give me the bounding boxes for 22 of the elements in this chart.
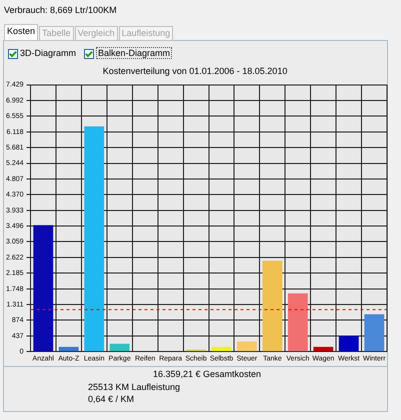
- text: Verbrauch: 8,669 Ltr/100KM: [4, 5, 117, 15]
- text: 16.359,21 € Gesamtkosten: [152, 369, 262, 379]
- bar: [84, 126, 104, 352]
- text: Vergleich: [74, 26, 118, 41]
- text: Tabelle: [39, 26, 74, 41]
- text: 3D-Diagramm: [20, 48, 76, 58]
- chart-title: Kostenverteilung von 01.01.2006 - 18.05.2010: [102, 66, 288, 76]
- bar: [237, 342, 257, 352]
- bar: [313, 346, 334, 352]
- bar: [338, 336, 359, 352]
- text: 25513 KM Laufleistung: [88, 382, 180, 392]
- text: Laufleistung: [118, 26, 174, 41]
- bar: [288, 293, 308, 352]
- text: Kosten: [4, 24, 38, 41]
- bar: [212, 346, 232, 352]
- bar: [364, 314, 384, 352]
- bar: [262, 260, 282, 352]
- text: 0,64 € / KM: [88, 394, 134, 404]
- bar: [58, 346, 79, 352]
- bar: [110, 344, 130, 352]
- text: Balken-Diagramm: [96, 47, 172, 59]
- bar: [33, 225, 54, 352]
